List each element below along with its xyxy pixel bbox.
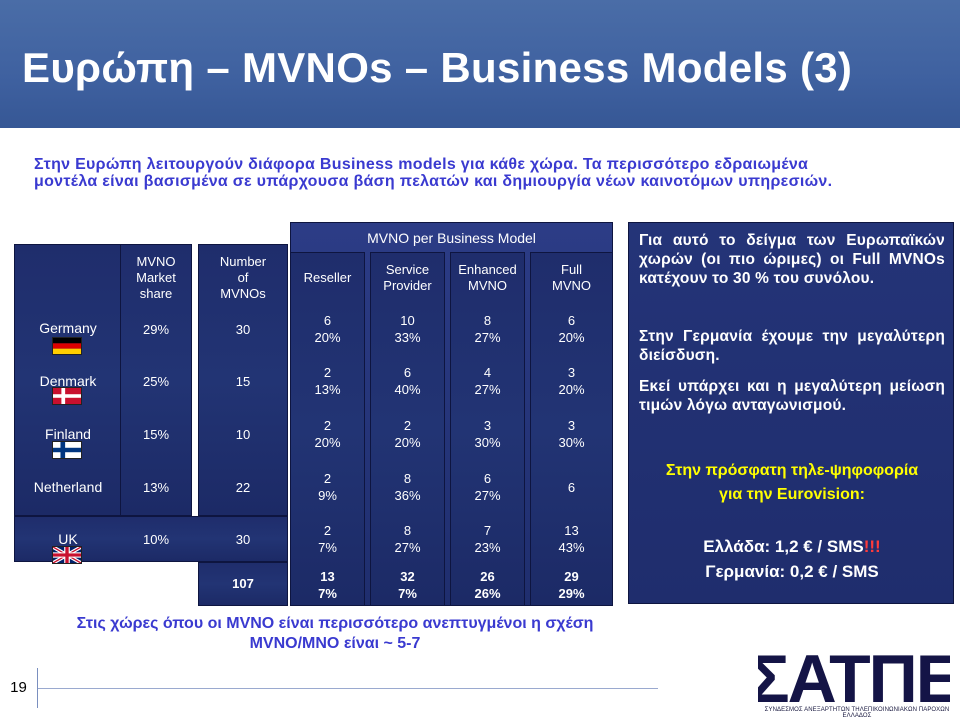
title-bar: Ευρώπη – MVNOs – Business Models (3)	[0, 0, 960, 128]
logo-text: ΣΑΤΠΕ	[758, 641, 950, 717]
denmark-number: 15	[235, 373, 251, 389]
panel-paragraph-3: Εκεί υπάρχει και η μεγαλύτερη μείωση τιμ…	[639, 378, 945, 414]
country-denmark: Denmark	[39, 373, 97, 389]
netherland-share: 13%	[142, 479, 170, 495]
enhanced-column	[450, 252, 525, 606]
eurovision-line-2: για την Eurovision:	[719, 486, 865, 503]
denmark-flag-icon	[52, 387, 82, 405]
country-germany: Germany	[39, 320, 97, 336]
germany-price: Γερμανία: 0,2 € / SMS	[705, 562, 879, 581]
header-service-provider: Service Provider	[383, 262, 432, 293]
country-netherland: Netherland	[33, 479, 103, 495]
denmark-enhanced: 4 27%	[474, 365, 501, 397]
header-full: Full MVNO	[552, 262, 591, 293]
commentary-panel: Για αυτό το δείγμα των Ευρωπαϊκών χωρών …	[628, 222, 954, 604]
country-column	[14, 244, 124, 516]
denmark-sp: 6 40%	[394, 365, 421, 397]
country-uk: UK	[58, 531, 78, 547]
denmark-full: 3 20%	[558, 365, 585, 397]
total-number-cell	[198, 562, 288, 606]
slide-title: Ευρώπη – MVNOs – Business Models (3)	[22, 44, 853, 91]
netherland-enhanced: 6 27%	[474, 471, 501, 503]
header-reseller: Reseller	[303, 270, 352, 285]
header-enhanced: Enhanced MVNO	[458, 262, 517, 293]
intro-line-1: Στην Ευρώπη λειτουργούν διάφορα Business…	[34, 156, 809, 173]
netherland-number: 22	[235, 479, 251, 495]
germany-full: 6 20%	[558, 313, 585, 345]
finland-flag-icon	[52, 441, 82, 459]
uk-enhanced: 7 23%	[474, 523, 501, 555]
uk-flag-icon	[52, 546, 82, 564]
finland-sp: 2 20%	[394, 418, 421, 450]
uk-number: 30	[235, 531, 251, 547]
total-number: 107	[232, 575, 254, 591]
share-column	[120, 244, 192, 516]
bottom-note-line-1: Στις χώρες όπου οι MVNO είναι περισσότερ…	[76, 615, 594, 632]
netherland-full: 6	[567, 479, 576, 495]
group-header: MVNO per Business Model	[367, 230, 536, 246]
uk-full: 13 43%	[558, 523, 585, 555]
germany-flag-icon	[52, 337, 82, 355]
finland-full: 3 30%	[558, 418, 585, 450]
panel-paragraph-2: Στην Γερμανία έχουμε την μεγαλύτερη διεί…	[639, 328, 945, 364]
total-enhanced: 26 26%	[474, 569, 501, 601]
number-column	[198, 244, 288, 516]
germany-sp: 10 33%	[394, 313, 421, 345]
intro-line-2: μοντέλα είναι βασισμένα σε υπάρχουσα βάσ…	[34, 173, 833, 190]
uk-reseller: 2 7%	[318, 523, 337, 555]
finland-number: 10	[235, 426, 251, 442]
logo-subtitle: ΣΥΝΔΕΣΜΟΣ ΑΝΕΞΑΡΤΗΤΩΝ ΤΗΛΕΠΙΚΟΙΝΩΝΙΑΚΩΝ …	[764, 707, 950, 719]
satpe-logo: ΣΑΤΠΕ	[758, 641, 950, 717]
denmark-share: 25%	[142, 373, 170, 389]
bottom-note: Στις χώρες όπου οι MVNO είναι περισσότερ…	[40, 614, 630, 654]
full-column	[530, 252, 613, 606]
uk-share: 10%	[142, 531, 170, 547]
country-finland: Finland	[45, 426, 91, 442]
page-number: 19	[0, 668, 38, 708]
finland-share: 15%	[142, 426, 170, 442]
service-provider-column	[370, 252, 445, 606]
total-reseller: 13 7%	[318, 569, 337, 601]
netherland-sp: 8 36%	[394, 471, 421, 503]
germany-enhanced: 8 27%	[474, 313, 501, 345]
bottom-note-line-2: MVNO/MNO είναι ~ 5-7	[249, 635, 421, 652]
greece-price: Ελλάδα: 1,2 € / SMS!!!	[703, 537, 881, 556]
panel-paragraph-1: Για αυτό το δείγμα των Ευρωπαϊκών χωρών …	[639, 232, 945, 287]
header-market-share: MVNO Market share	[136, 254, 176, 301]
eurovision-line-1: Στην πρόσφατη τηλε-ψηφοφορία	[665, 462, 919, 479]
reseller-column	[290, 252, 365, 606]
intro-text: Στην Ευρώπη λειτουργούν διάφορα Business…	[34, 156, 934, 190]
header-number: Number of MVNOs	[219, 254, 267, 301]
footer-rule	[38, 688, 658, 689]
denmark-reseller: 2 13%	[314, 365, 341, 397]
total-sp: 32 7%	[398, 569, 417, 601]
germany-number: 30	[235, 321, 251, 337]
netherland-reseller: 2 9%	[318, 471, 337, 503]
germany-share: 29%	[142, 321, 170, 337]
germany-reseller: 6 20%	[314, 313, 341, 345]
finland-enhanced: 3 30%	[474, 418, 501, 450]
total-full: 29 29%	[558, 569, 585, 601]
uk-sp: 8 27%	[394, 523, 421, 555]
finland-reseller: 2 20%	[314, 418, 341, 450]
